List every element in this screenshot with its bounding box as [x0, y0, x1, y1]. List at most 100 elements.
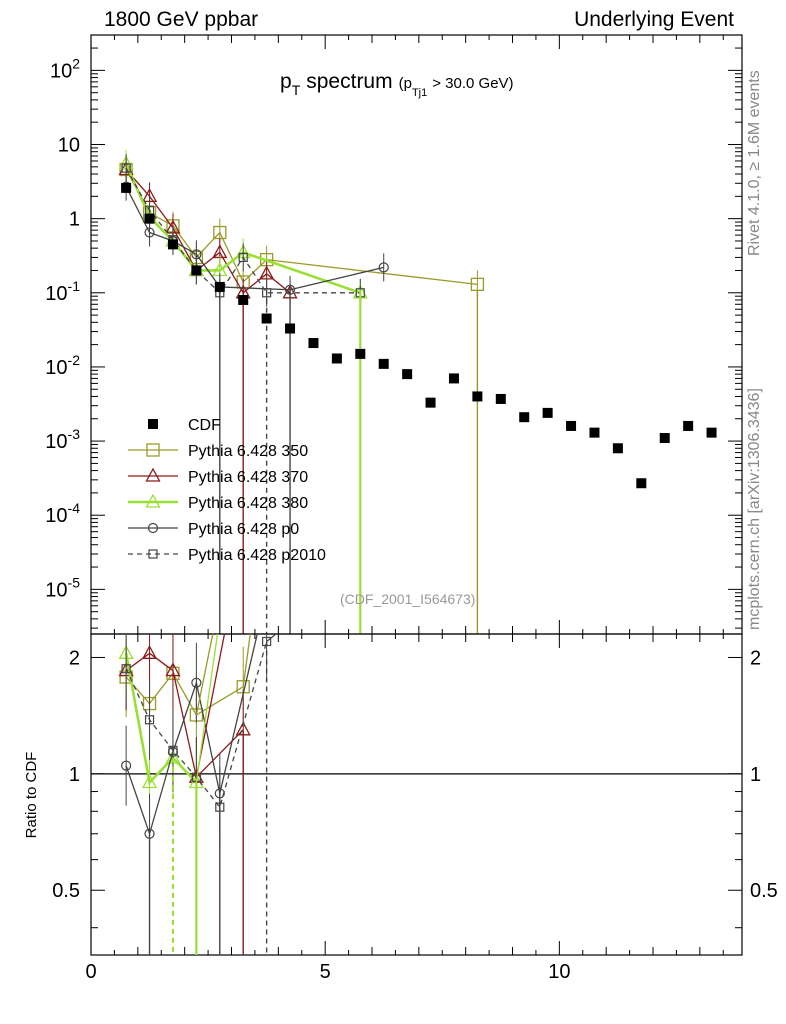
- ratio-point-1: [165, 662, 181, 677]
- ratio-offscale-line: [266, 634, 277, 642]
- ratio-y-tick-label: 0.5: [52, 880, 80, 902]
- main-y-tick-label: 10-4: [45, 500, 80, 527]
- ratio-y-tick-label-right: 2: [750, 647, 761, 669]
- series-line-1: [125, 169, 291, 294]
- tick-exponent: -4: [68, 500, 81, 516]
- tick-base: 10: [45, 431, 67, 453]
- cdf-point: [331, 353, 342, 364]
- cdf-point: [636, 478, 647, 489]
- cdf-point: [191, 265, 202, 276]
- cdf-point: [144, 213, 155, 224]
- cdf-point: [261, 313, 272, 324]
- ratio-y-tick-label-right: 1: [750, 764, 761, 786]
- tick-exponent: -5: [68, 574, 81, 590]
- cdf-point: [355, 348, 366, 359]
- cdf-point: [167, 239, 178, 250]
- legend-label-3: Pythia 6.428 380: [188, 495, 308, 512]
- legend-label-5: Pythia 6.428 p2010: [188, 547, 326, 564]
- main-y-tick-label: 102: [50, 55, 80, 82]
- tick-base: 10: [50, 60, 72, 82]
- cdf-point: [542, 407, 553, 418]
- ratio-offscale-line: [195, 634, 214, 716]
- ratio-y-tick-label: 1: [69, 764, 80, 786]
- cdf-point: [659, 433, 670, 444]
- cdf-point: [706, 427, 717, 438]
- main-y-tick-label: 10-1: [45, 278, 80, 305]
- series-point-3: [378, 262, 389, 273]
- legend-marker-2: [145, 467, 161, 482]
- legend-marker-1: [146, 443, 160, 457]
- ratio-offscale-line: [195, 634, 219, 783]
- cdf-point: [448, 373, 459, 384]
- cdf-point: [612, 443, 623, 454]
- legend-label-2: Pythia 6.428 370: [188, 469, 308, 486]
- title-p-sub: T: [292, 82, 301, 98]
- x-tick-label: 5: [320, 961, 331, 983]
- cdf-point: [425, 397, 436, 408]
- ratio-point-4: [121, 664, 131, 674]
- ratio-point-1: [141, 644, 158, 659]
- analysis-id: (CDF_2001_I564673): [340, 591, 475, 607]
- main-frame: [90, 34, 743, 635]
- cdf-point: [683, 420, 694, 431]
- main-y-tick-label: 1: [69, 209, 80, 231]
- legend-marker-4: [147, 522, 159, 534]
- series-point-4: [238, 252, 248, 263]
- cdf-point: [308, 338, 319, 349]
- legend-marker-5: [148, 549, 158, 559]
- ratio-y-tick-label-right: 0.5: [750, 880, 778, 902]
- cdf-point: [589, 427, 600, 438]
- ratio-point-4: [168, 745, 178, 755]
- cdf-point: [472, 391, 483, 402]
- ratio-point-4: [144, 715, 155, 725]
- ratio-data: [118, 634, 277, 955]
- header-right: Underlying Event: [574, 8, 734, 31]
- tick-exponent: 2: [72, 55, 80, 71]
- chart-title: pT spectrum (pTj1 > 30.0 GeV): [280, 70, 514, 99]
- legend-label-1: Pythia 6.428 350: [188, 443, 308, 460]
- ratio-y-tick-label: 2: [69, 647, 80, 669]
- tick-base: 10: [45, 505, 67, 527]
- main-y-tick-label: 10-5: [45, 574, 80, 601]
- tick-exponent: -2: [68, 352, 81, 368]
- title-cut-rest: > 30.0 GeV): [432, 75, 513, 92]
- ratio-point-2: [141, 774, 158, 789]
- cdf-point: [402, 369, 413, 380]
- cdf-point: [566, 420, 577, 431]
- cdf-point: [238, 294, 249, 305]
- legend: CDF Pythia 6.428 350 Pythia 6.428 370 Pythi…: [128, 417, 326, 564]
- series-point-4: [121, 163, 131, 173]
- title-cut-sub: Tj1: [412, 87, 427, 99]
- x-tick-label: 10: [548, 961, 570, 983]
- main-data: [118, 149, 717, 634]
- series-point-3: [144, 227, 155, 238]
- legend-marker-3: [145, 493, 161, 508]
- tick-base: 10: [45, 283, 67, 305]
- ratio-offscale-line: [219, 634, 258, 794]
- cdf-point: [214, 281, 225, 292]
- ratio-frame: [90, 633, 743, 956]
- ratio-line-2: [124, 653, 198, 786]
- legend-label-0: CDF: [188, 417, 221, 434]
- ratio-line-1: [125, 652, 244, 779]
- title-word: spectrum: [306, 70, 392, 93]
- header-left: 1800 GeV ppbar: [104, 8, 259, 31]
- title-cut-open: (p: [399, 75, 412, 92]
- ratio-point-3: [191, 677, 202, 688]
- tick-exponent: -1: [68, 278, 81, 294]
- cdf-point: [121, 182, 132, 193]
- cdf-point: [378, 358, 389, 369]
- tick-base: 10: [45, 357, 67, 379]
- ratio-line-4: [125, 641, 268, 809]
- main-y-tick-label: 10-2: [45, 352, 80, 379]
- tick-exponent: -3: [68, 426, 81, 442]
- main-y-tick-label: 10: [58, 135, 80, 157]
- ratio-y-label: Ratio to CDF: [23, 752, 40, 839]
- main-y-tick-label: 10-3: [45, 426, 80, 453]
- legend-label-4: Pythia 6.428 p0: [188, 521, 299, 538]
- series-point-4: [262, 288, 272, 298]
- cdf-point: [519, 412, 530, 423]
- x-tick-label: 0: [85, 961, 96, 983]
